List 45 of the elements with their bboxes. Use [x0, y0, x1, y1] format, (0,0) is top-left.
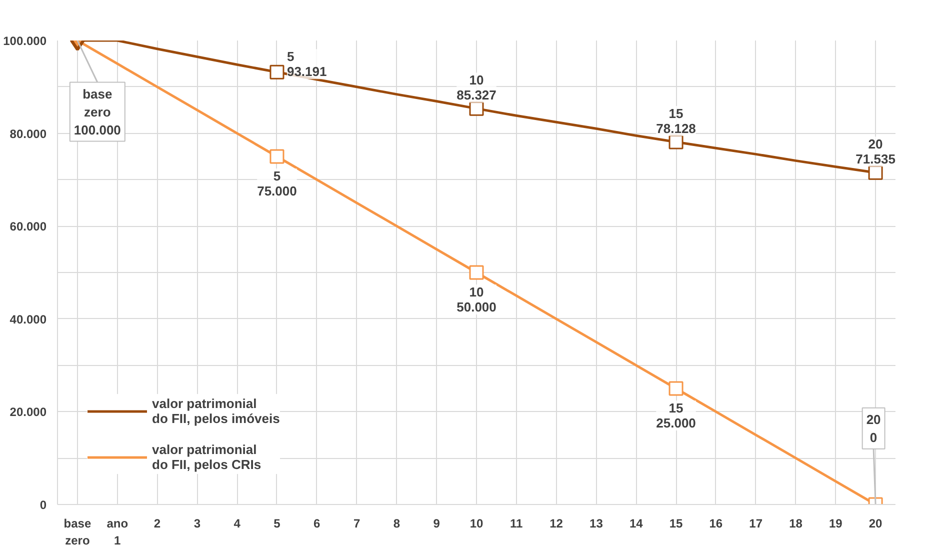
x-tick-label: 9: [433, 516, 440, 530]
point: [270, 149, 284, 164]
x-tick-label: 12: [550, 516, 564, 530]
y-tick-label: 0: [40, 498, 47, 512]
x-tick-label: 16: [709, 516, 723, 530]
x-tick-label: base zero: [64, 516, 92, 548]
legend-label: valor patrimonial do FII, pelos imóveis: [152, 395, 280, 428]
data-label: 15 25.000: [656, 400, 696, 430]
y-tick-label: 100.000: [3, 34, 47, 48]
point: [469, 101, 484, 116]
point: [469, 265, 484, 280]
point: [270, 64, 284, 80]
y-tick-label: 80.000: [10, 126, 47, 141]
x-tick-label: 5: [274, 516, 281, 530]
x-tick-label: 17: [749, 516, 763, 530]
data-label: 20 0: [866, 412, 881, 445]
y-tick-label: 40.000: [10, 312, 47, 326]
x-tick-label: 15: [669, 516, 684, 530]
data-label: 5 93.191: [286, 49, 327, 80]
x-tick-label: 4: [234, 516, 241, 530]
x-tick-label: 6: [314, 516, 321, 530]
point: [868, 165, 883, 180]
x-tick-label: 3: [194, 516, 201, 530]
x-tick-label: 19: [828, 516, 843, 530]
data-label: 10 85.327: [456, 72, 496, 103]
data-label: 10 50.000: [456, 284, 496, 314]
y-tick-label: 20.000: [10, 405, 47, 420]
x-tick-label: 7: [353, 516, 360, 530]
x-tick-label: 20: [868, 516, 883, 530]
x-tick-label: 11: [510, 516, 524, 530]
legend-label: valor patrimonial do FII, pelos CRIs: [152, 441, 262, 474]
x-tick-label: 14: [629, 516, 644, 530]
point: [668, 381, 684, 396]
x-tick-label: ano 1: [106, 516, 128, 548]
annotation: base zero 100.000: [74, 86, 121, 138]
x-tick-label: 8: [393, 516, 400, 530]
x-tick-label: 2: [154, 516, 161, 530]
data-label: 15 78.128: [656, 106, 696, 136]
x-tick-label: 18: [789, 516, 803, 530]
point: [668, 134, 684, 150]
data-label: 20 71.535: [856, 136, 896, 167]
x-tick-label: 10: [470, 516, 484, 530]
x-tick-label: 13: [590, 516, 604, 530]
data-label: 5 75.000: [257, 168, 297, 198]
y-tick-label: 60.000: [10, 220, 47, 234]
